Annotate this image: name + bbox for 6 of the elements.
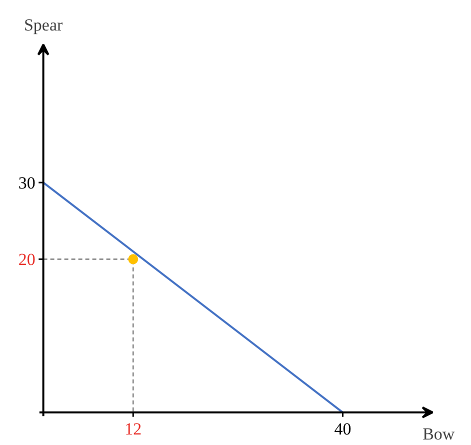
x-tick-label: 40 (334, 419, 352, 438)
y-tick-label: 30 (18, 174, 36, 193)
y-axis-title: Spear (24, 16, 64, 35)
x-axis-title: Bow (422, 424, 456, 444)
x-tick-label: 12 (124, 419, 142, 438)
y-tick-label: 20 (18, 250, 36, 270)
